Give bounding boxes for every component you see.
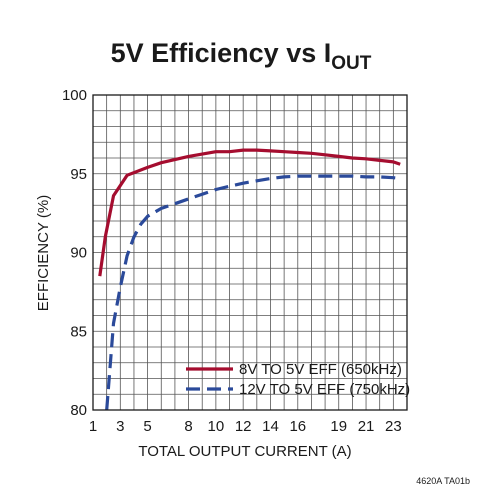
x-tick-label: 12	[235, 418, 252, 435]
x-tick-label: 16	[289, 418, 306, 435]
y-tick-label: 90	[70, 245, 87, 262]
legend: 8V TO 5V EFF (650kHz) 12V TO 5V EFF (750k…	[186, 361, 410, 398]
chart-title-subscript: OUT	[331, 53, 372, 74]
x-axis-label: TOTAL OUTPUT CURRENT (A)	[138, 443, 351, 460]
series-lines	[98, 148, 401, 411]
y-tick-label: 95	[70, 166, 87, 183]
x-tick-label: 10	[208, 418, 225, 435]
x-tick-labels: 1 3 5 8 10 12 14 16 19 21 23	[89, 418, 402, 435]
y-tick-label: 80	[70, 402, 87, 419]
y-tick-label: 85	[70, 323, 87, 340]
x-tick-label: 5	[143, 418, 151, 435]
x-tick-label: 8	[184, 418, 192, 435]
x-tick-label: 3	[116, 418, 124, 435]
legend-label-1: 8V TO 5V EFF (650kHz)	[239, 361, 402, 378]
x-tick-label: 19	[330, 418, 347, 435]
legend-label-2: 12V TO 5V EFF (750kHz)	[239, 381, 410, 398]
series-line-1	[98, 148, 401, 277]
x-tick-label: 14	[262, 418, 279, 435]
plot-frame	[92, 94, 408, 411]
y-tick-label: 100	[62, 87, 87, 104]
y-axis-label: EFFICIENCY (%)	[35, 195, 52, 311]
x-tick-label: 21	[358, 418, 375, 435]
y-tick-labels: 80 85 90 95 100	[62, 87, 87, 419]
chart-title: 5V Efficiency vs IOUT	[111, 38, 372, 74]
series-line-2	[105, 174, 401, 411]
x-tick-label: 1	[89, 418, 97, 435]
x-tick-label: 23	[385, 418, 402, 435]
footnote: 4620A TA01b	[416, 476, 470, 486]
chart-title-main: 5V Efficiency vs I	[111, 38, 332, 68]
